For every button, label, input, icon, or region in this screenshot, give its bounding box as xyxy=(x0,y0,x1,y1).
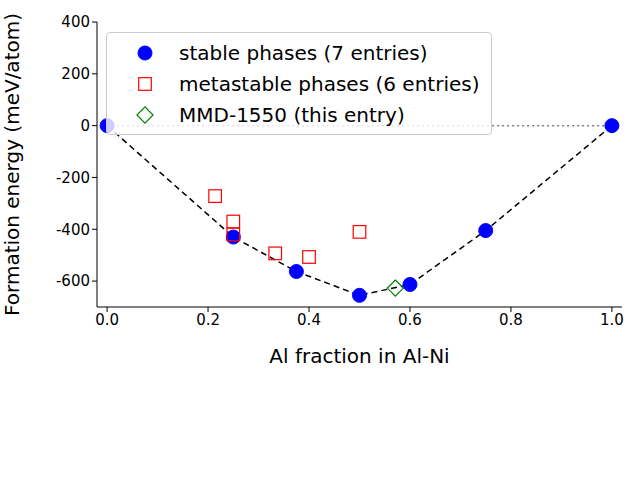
svg-text:-400: -400 xyxy=(56,221,90,239)
svg-text:-600: -600 xyxy=(56,272,90,290)
svg-text:0: 0 xyxy=(80,117,90,135)
svg-text:Formation energy (meV/atom): Formation energy (meV/atom) xyxy=(8,13,24,316)
svg-text:0.2: 0.2 xyxy=(196,311,220,329)
svg-text:Al fraction in Al-Ni: Al fraction in Al-Ni xyxy=(269,344,449,368)
svg-text:200: 200 xyxy=(61,65,90,83)
html-text:MMD-1550 (this entry): MMD-1550 (this entry) xyxy=(179,102,405,127)
html-text:metastable phases (6 entries): metastable phases (6 entries) xyxy=(179,71,480,96)
svg-text:0.8: 0.8 xyxy=(499,311,523,329)
svg-text:1.0: 1.0 xyxy=(600,311,624,329)
svg-text:0.0: 0.0 xyxy=(95,311,119,329)
svg-text:0.4: 0.4 xyxy=(297,311,321,329)
svg-text:0.6: 0.6 xyxy=(398,311,422,329)
html-text:stable phases (7 entries): stable phases (7 entries) xyxy=(179,40,428,65)
svg-text:-200: -200 xyxy=(56,169,90,187)
svg-text:400: 400 xyxy=(61,13,90,31)
